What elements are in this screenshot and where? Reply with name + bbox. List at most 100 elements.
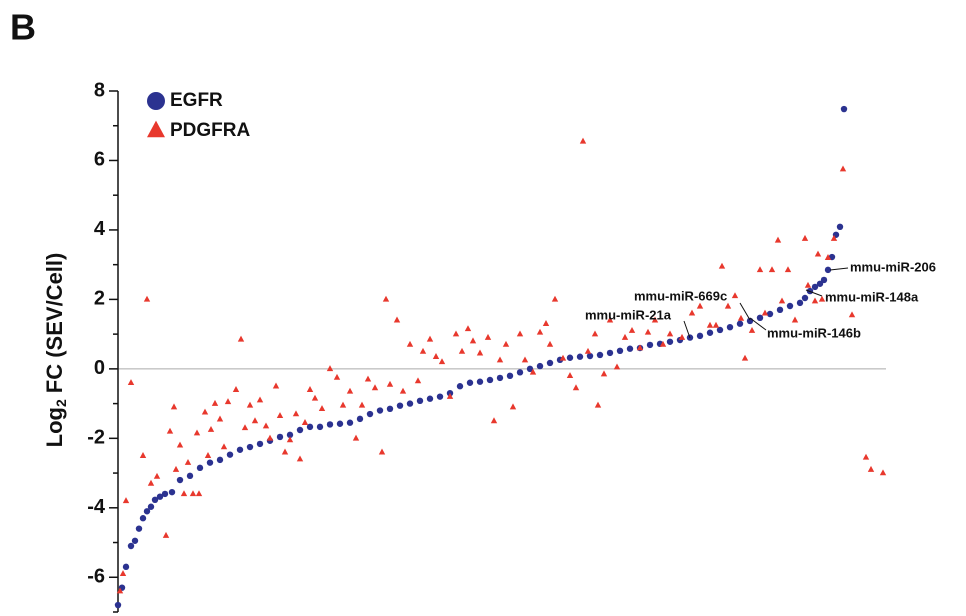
point — [326, 421, 334, 428]
annotation-leader — [805, 289, 823, 297]
y-axis-label: Log2 FC (SEV/Cell) — [42, 253, 69, 448]
point — [346, 419, 354, 426]
point — [276, 412, 284, 418]
point — [414, 377, 422, 384]
point — [566, 372, 574, 379]
point — [153, 472, 161, 479]
point — [726, 323, 734, 331]
point — [366, 410, 374, 418]
point — [666, 338, 674, 345]
point — [600, 370, 608, 377]
point — [621, 333, 629, 340]
point — [386, 405, 394, 413]
point — [551, 295, 559, 302]
point — [207, 425, 215, 432]
point — [371, 384, 379, 391]
point — [811, 283, 819, 291]
y-tick-label: 0 — [94, 357, 105, 379]
point — [476, 349, 484, 356]
point — [784, 266, 792, 273]
y-label-main: Log — [42, 407, 67, 447]
point — [466, 379, 474, 386]
point — [237, 335, 245, 342]
point — [801, 294, 809, 302]
point — [406, 400, 414, 407]
point — [356, 415, 364, 423]
point — [776, 306, 784, 314]
point — [756, 314, 764, 322]
point — [172, 465, 180, 472]
point — [162, 531, 170, 538]
point — [127, 379, 135, 385]
point — [867, 465, 875, 472]
point — [613, 363, 621, 370]
point — [176, 476, 184, 484]
point — [716, 326, 724, 334]
legend-label: PDGFRA — [170, 120, 251, 141]
point — [301, 419, 309, 425]
point — [596, 351, 604, 359]
point — [272, 382, 280, 389]
legend-marker — [147, 120, 165, 138]
point — [246, 401, 254, 408]
point — [814, 250, 822, 257]
point — [836, 223, 844, 231]
point — [546, 359, 554, 367]
point — [196, 464, 204, 472]
point — [452, 330, 460, 337]
point — [147, 503, 155, 510]
point — [426, 335, 434, 342]
point — [516, 369, 524, 376]
point — [426, 395, 434, 402]
annotation-leader — [749, 317, 767, 331]
point — [651, 316, 659, 323]
point — [840, 105, 848, 113]
point — [736, 320, 744, 327]
y-label-rest: FC (SEV/Cell) — [42, 253, 67, 394]
point — [143, 295, 151, 302]
point — [256, 396, 264, 403]
point — [236, 446, 244, 453]
point — [358, 401, 366, 408]
point — [724, 302, 732, 309]
point — [201, 408, 209, 415]
point — [311, 394, 319, 401]
point — [712, 321, 720, 328]
point — [135, 525, 143, 532]
point — [484, 333, 492, 340]
point — [636, 344, 644, 351]
point — [824, 254, 832, 260]
point — [486, 376, 494, 384]
annotation-leader — [683, 320, 691, 339]
point — [122, 563, 130, 571]
point — [266, 434, 274, 441]
point — [122, 497, 130, 504]
point — [251, 417, 259, 424]
annotation: mmu-miR-146b — [767, 325, 861, 340]
point — [778, 297, 786, 304]
point — [678, 333, 686, 340]
point — [393, 316, 401, 323]
point — [432, 353, 440, 359]
point — [216, 456, 224, 464]
point — [591, 330, 599, 337]
point — [718, 262, 726, 269]
point — [576, 353, 584, 360]
point — [626, 345, 634, 352]
point — [226, 451, 234, 458]
point — [232, 386, 240, 392]
point — [696, 332, 704, 340]
point — [464, 325, 472, 332]
point — [536, 362, 544, 370]
point — [211, 399, 219, 406]
y-tick-label: -2 — [87, 427, 105, 449]
point — [292, 410, 300, 417]
point — [820, 276, 828, 284]
point — [399, 387, 407, 394]
point — [796, 299, 804, 307]
point — [438, 358, 446, 365]
point — [458, 347, 466, 354]
point — [186, 472, 194, 480]
point — [386, 380, 394, 387]
